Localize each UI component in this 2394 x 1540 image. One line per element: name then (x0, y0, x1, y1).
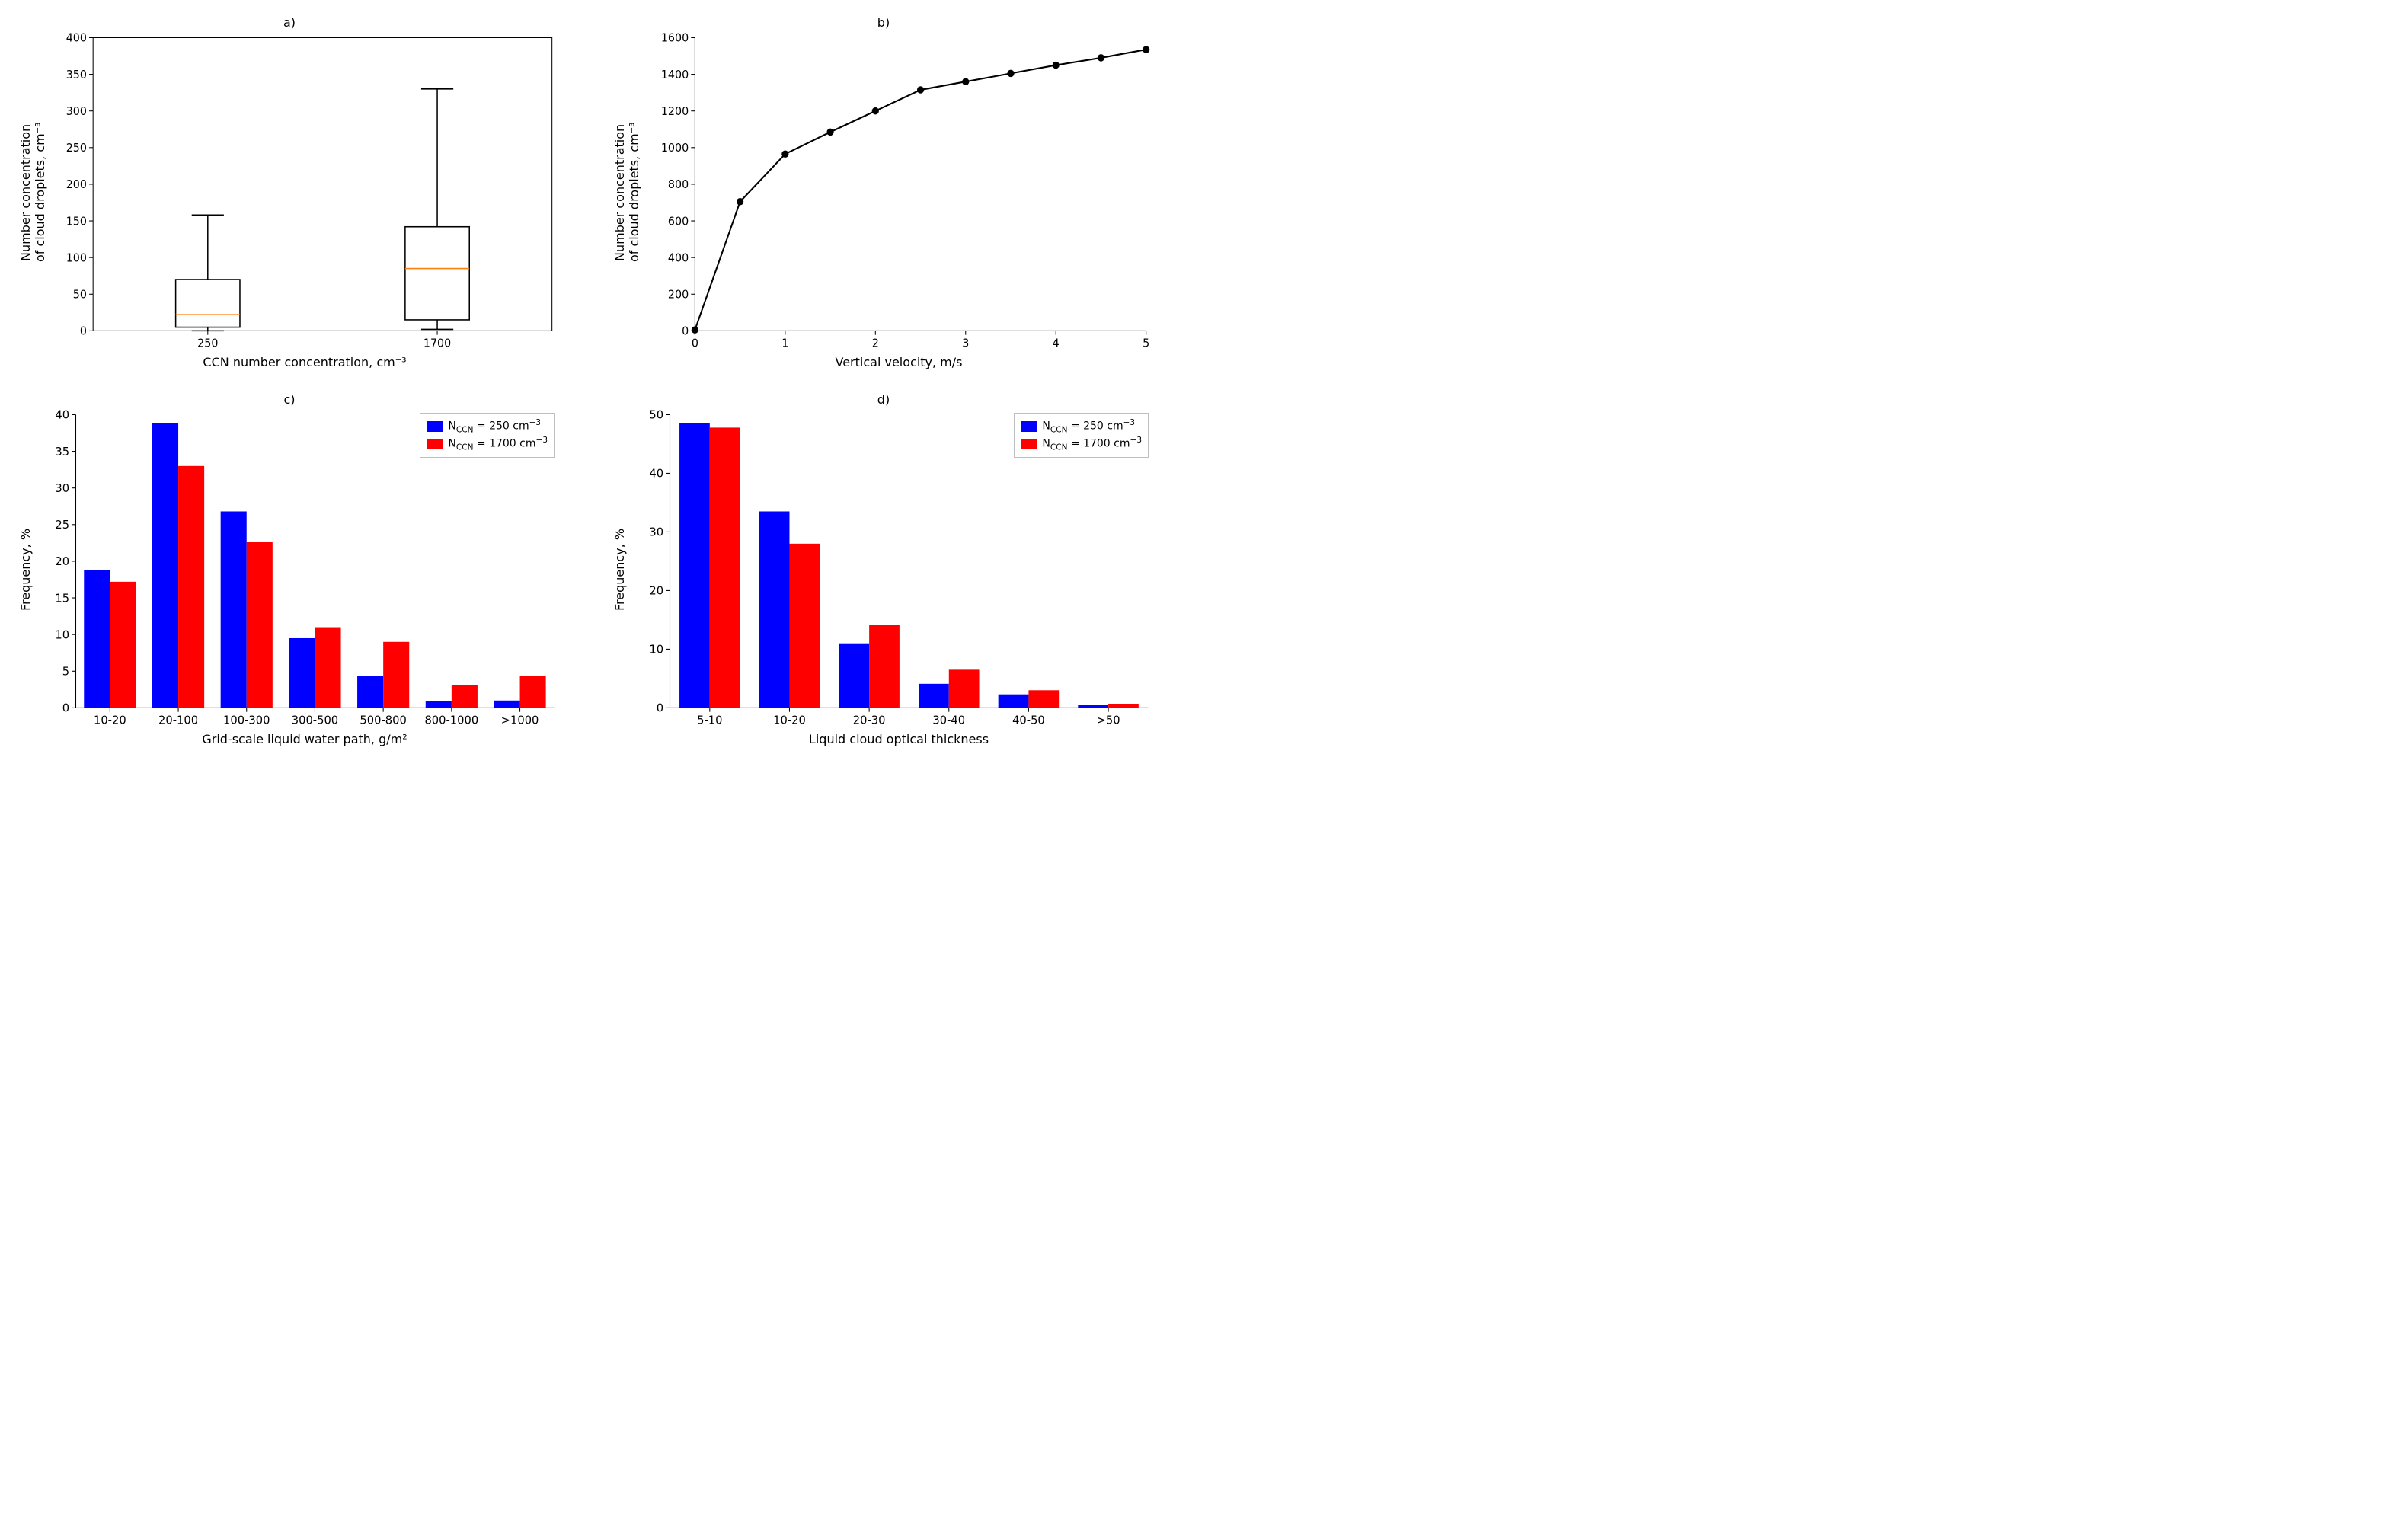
panel-b-plot-wrap: Number concentrationof cloud droplets, c… (609, 31, 1158, 353)
legend-item: NCCN = 250 cm−3 (1021, 418, 1142, 434)
svg-text:0: 0 (62, 702, 69, 715)
svg-text:30: 30 (649, 526, 663, 539)
svg-text:40: 40 (649, 468, 663, 481)
svg-text:1000: 1000 (661, 142, 689, 155)
svg-text:400: 400 (66, 32, 87, 45)
legend-swatch-red (427, 439, 443, 449)
panel-b-xlabel: Vertical velocity, m/s (640, 355, 1158, 369)
svg-text:10-20: 10-20 (773, 714, 806, 727)
svg-text:0: 0 (682, 324, 689, 337)
panel-a-plot-wrap: Number concentrationof cloud droplets, c… (15, 31, 564, 353)
legend-swatch-red (1021, 439, 1037, 449)
panel-c-plot: 0 5 10 15 20 25 30 35 40 10-20 20-100 100-300 300-50… (36, 408, 564, 730)
svg-text:50: 50 (73, 288, 87, 301)
svg-text:40: 40 (55, 409, 69, 422)
legend-label: NCCN = 250 cm−3 (1042, 418, 1135, 434)
panel-b-plot: 0 200 400 600 800 1000 1200 1400 1600 0 1 2 3 4 5 (644, 31, 1158, 353)
svg-text:5-10: 5-10 (697, 714, 722, 727)
panel-a-xlabel: CCN number concentration, cm⁻³ (46, 355, 564, 369)
legend-label: NCCN = 1700 cm−3 (448, 436, 548, 452)
svg-text:250: 250 (197, 337, 218, 350)
panel-c-xlabel: Grid-scale liquid water path, g/m² (46, 732, 564, 746)
svg-text:200: 200 (668, 288, 689, 301)
svg-text:20-100: 20-100 (158, 714, 198, 727)
panel-d-title: d) (609, 392, 1158, 407)
svg-text:25: 25 (55, 519, 69, 532)
svg-text:10: 10 (55, 628, 69, 641)
svg-text:1600: 1600 (661, 32, 689, 45)
svg-text:4: 4 (1053, 337, 1060, 350)
legend-swatch-blue (1021, 421, 1037, 432)
svg-text:100: 100 (66, 251, 87, 264)
legend-label: NCCN = 250 cm−3 (448, 418, 541, 434)
svg-text:0: 0 (692, 337, 698, 350)
svg-text:350: 350 (66, 69, 87, 81)
svg-text:800-1000: 800-1000 (424, 714, 478, 727)
legend-item: NCCN = 1700 cm−3 (427, 436, 548, 452)
svg-text:5: 5 (62, 666, 69, 679)
panel-c-plot-wrap: Frequency, % 0 5 10 15 20 25 30 35 40 10-20 20-100… (15, 408, 564, 730)
svg-text:15: 15 (55, 592, 69, 605)
svg-text:40-50: 40-50 (1012, 714, 1045, 727)
svg-text:150: 150 (66, 215, 87, 228)
legend-label: NCCN = 1700 cm−3 (1042, 436, 1142, 452)
panel-c-ylabel: Frequency, % (15, 408, 36, 730)
svg-text:0: 0 (657, 702, 663, 715)
svg-text:1: 1 (781, 337, 788, 350)
panel-a-title: a) (15, 15, 564, 30)
svg-text:500-800: 500-800 (360, 714, 406, 727)
panel-d-ylabel: Frequency, % (609, 408, 630, 730)
legend-swatch-blue (427, 421, 443, 432)
svg-text:600: 600 (668, 215, 689, 228)
legend-item: NCCN = 1700 cm−3 (1021, 436, 1142, 452)
svg-text:>1000: >1000 (501, 714, 539, 727)
svg-text:3: 3 (962, 337, 969, 350)
svg-text:30-40: 30-40 (932, 714, 965, 727)
figure-grid: a) Number concentrationof cloud droplets… (15, 15, 1158, 746)
svg-text:1400: 1400 (661, 69, 689, 81)
svg-text:20-30: 20-30 (853, 714, 886, 727)
svg-text:1700: 1700 (424, 337, 451, 350)
panel-b-title: b) (609, 15, 1158, 30)
panel-b-svg: 0 200 400 600 800 1000 1200 1400 1600 0 1 2 3 4 5 (644, 31, 1158, 353)
panel-a: a) Number concentrationof cloud droplets… (15, 15, 564, 369)
svg-text:10-20: 10-20 (94, 714, 126, 727)
panel-d-plot: 0 10 20 30 40 50 5-10 10-20 20-30 30-40 40-50 >50 N… (630, 408, 1158, 730)
panel-a-svg: 0 50 100 150 200 250 300 350 400 250 1700 (50, 31, 564, 353)
panel-c-title: c) (15, 392, 564, 407)
svg-text:30: 30 (55, 482, 69, 495)
legend-item: NCCN = 250 cm−3 (427, 418, 548, 434)
svg-text:0: 0 (80, 324, 87, 337)
svg-text:2: 2 (872, 337, 879, 350)
svg-text:10: 10 (649, 644, 663, 657)
panel-c-legend: NCCN = 250 cm−3 NCCN = 1700 cm−3 (420, 413, 555, 458)
svg-text:1200: 1200 (661, 105, 689, 118)
svg-text:300: 300 (66, 105, 87, 118)
panel-a-ylabel: Number concentrationof cloud droplets, c… (15, 31, 50, 353)
svg-text:250: 250 (66, 142, 87, 155)
panel-d-legend: NCCN = 250 cm−3 NCCN = 1700 cm−3 (1014, 413, 1149, 458)
panel-b: b) Number concentrationof cloud droplets… (609, 15, 1158, 369)
panel-a-plot: 0 50 100 150 200 250 300 350 400 250 1700 (50, 31, 564, 353)
svg-text:5: 5 (1143, 337, 1149, 350)
svg-text:200: 200 (66, 178, 87, 191)
svg-text:35: 35 (55, 446, 69, 458)
svg-text:800: 800 (668, 178, 689, 191)
panel-d-plot-wrap: Frequency, % 0 10 20 30 40 50 5-10 10-20 20-30 30… (609, 408, 1158, 730)
svg-text:300-500: 300-500 (292, 714, 338, 727)
svg-text:20: 20 (649, 585, 663, 598)
svg-text:20: 20 (55, 555, 69, 568)
svg-text:100-300: 100-300 (223, 714, 270, 727)
panel-d: d) Frequency, % 0 10 20 30 40 50 5-10 10-20 20-3… (609, 392, 1158, 746)
svg-text:400: 400 (668, 251, 689, 264)
panel-d-xlabel: Liquid cloud optical thickness (640, 732, 1158, 746)
panel-b-ylabel: Number concentrationof cloud droplets, c… (609, 31, 644, 353)
svg-text:50: 50 (649, 409, 663, 422)
panel-c: c) Frequency, % 0 5 10 15 20 25 30 35 40 10-20 20-… (15, 392, 564, 746)
svg-text:>50: >50 (1097, 714, 1120, 727)
